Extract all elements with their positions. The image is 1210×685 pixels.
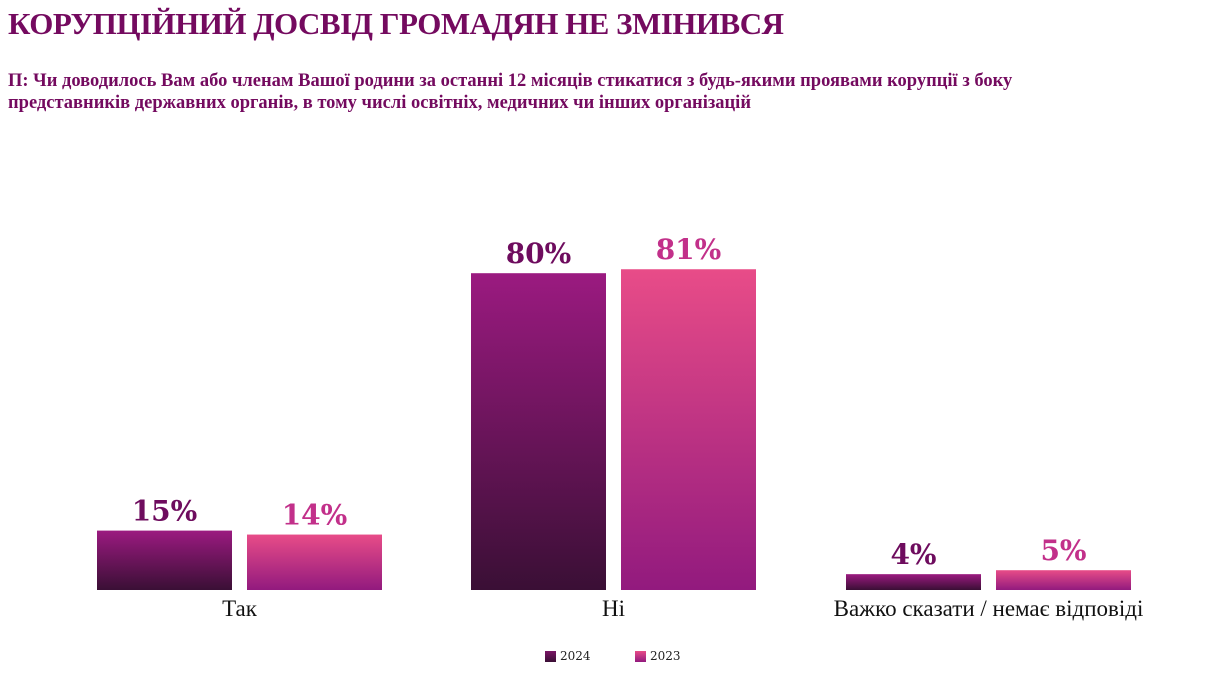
data-label: 4% — [890, 538, 936, 571]
data-label: 81% — [656, 233, 722, 266]
legend-label: 2023 — [650, 649, 681, 663]
legend-swatch-2023 — [635, 650, 646, 662]
legend-item-2024: 2024 — [545, 649, 591, 663]
category-label: Важко сказати / немає відповіді — [834, 596, 1144, 621]
legend-label: 2024 — [560, 649, 591, 663]
bar-2023-2 — [996, 570, 1131, 590]
data-label: 15% — [132, 495, 198, 528]
category-label: Ні — [602, 596, 625, 621]
legend-swatch-2024 — [545, 650, 556, 662]
data-label: 5% — [1040, 534, 1086, 567]
bar-2024-0 — [97, 530, 232, 590]
bar-2024-2 — [846, 574, 981, 590]
bar-2023-1 — [621, 269, 756, 590]
bar-2023-0 — [247, 534, 382, 590]
question-text: П: Чи доводилось Вам або членам Вашої ро… — [8, 71, 1013, 113]
legend-item-2023: 2023 — [635, 649, 681, 663]
data-label: 14% — [282, 499, 348, 532]
page-title: КОРУПЦІЙНИЙ ДОСВІД ГРОМАДЯН НЕ ЗМІНИВСЯ — [8, 6, 784, 41]
bar-2024-1 — [471, 273, 606, 590]
category-label: Так — [222, 596, 258, 621]
data-label: 80% — [506, 237, 572, 270]
